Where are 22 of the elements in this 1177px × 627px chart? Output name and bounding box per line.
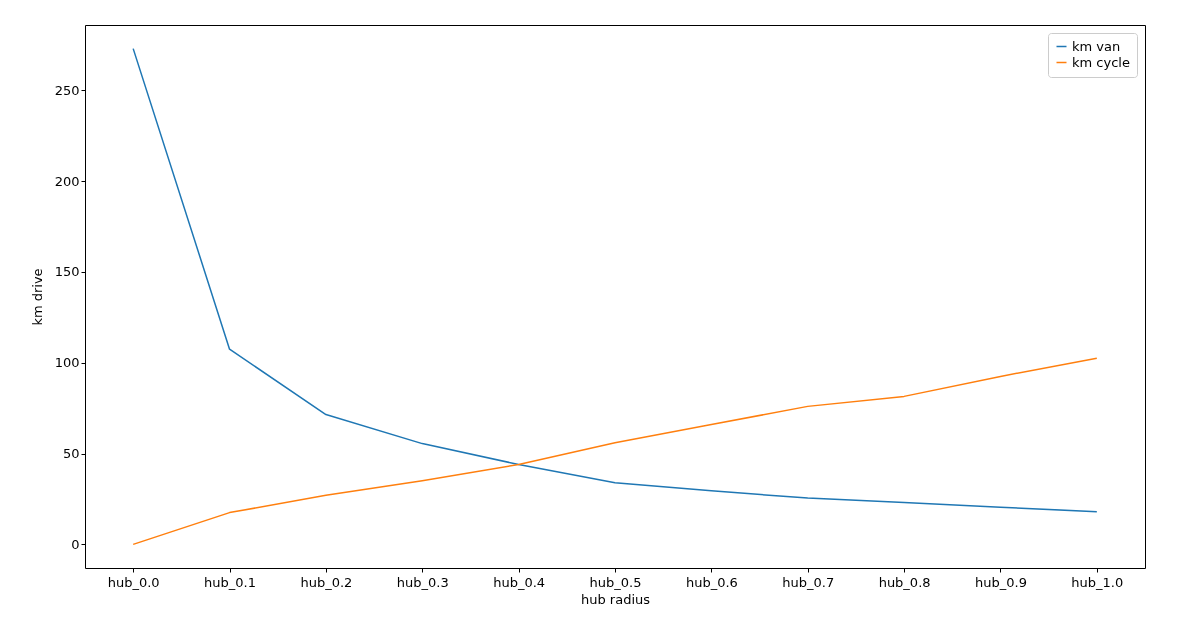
x-tick-label: hub_0.1 (204, 574, 256, 590)
legend-label: km cycle (1072, 54, 1130, 70)
y-tick-label: 150 (54, 264, 80, 280)
y-tick-label: 250 (54, 82, 80, 98)
x-tick-label: hub_0.9 (975, 574, 1027, 590)
y-tick-label: 50 (62, 446, 80, 462)
y-axis-title: km drive (29, 268, 45, 326)
x-tick-label: hub_0.3 (396, 574, 449, 590)
y-tick-label: 0 (71, 536, 80, 552)
x-tick-label: hub_0.5 (589, 574, 642, 590)
legend-label: km van (1072, 38, 1121, 54)
x-tick-label: hub_0.2 (300, 574, 353, 590)
x-tick-label: hub_1.0 (1071, 574, 1124, 590)
x-tick-label: hub_0.0 (107, 574, 160, 590)
line-series (132, 357, 1098, 546)
x-tick-label: hub_0.6 (685, 574, 738, 590)
x-tick-label: hub_0.4 (493, 574, 546, 590)
y-tick-label: 100 (54, 355, 80, 371)
x-tick-label: hub_0.7 (782, 574, 835, 590)
x-tick-label: hub_0.8 (878, 574, 931, 590)
x-axis-title: hub radius (580, 591, 651, 607)
y-tick-label: 200 (54, 173, 80, 189)
